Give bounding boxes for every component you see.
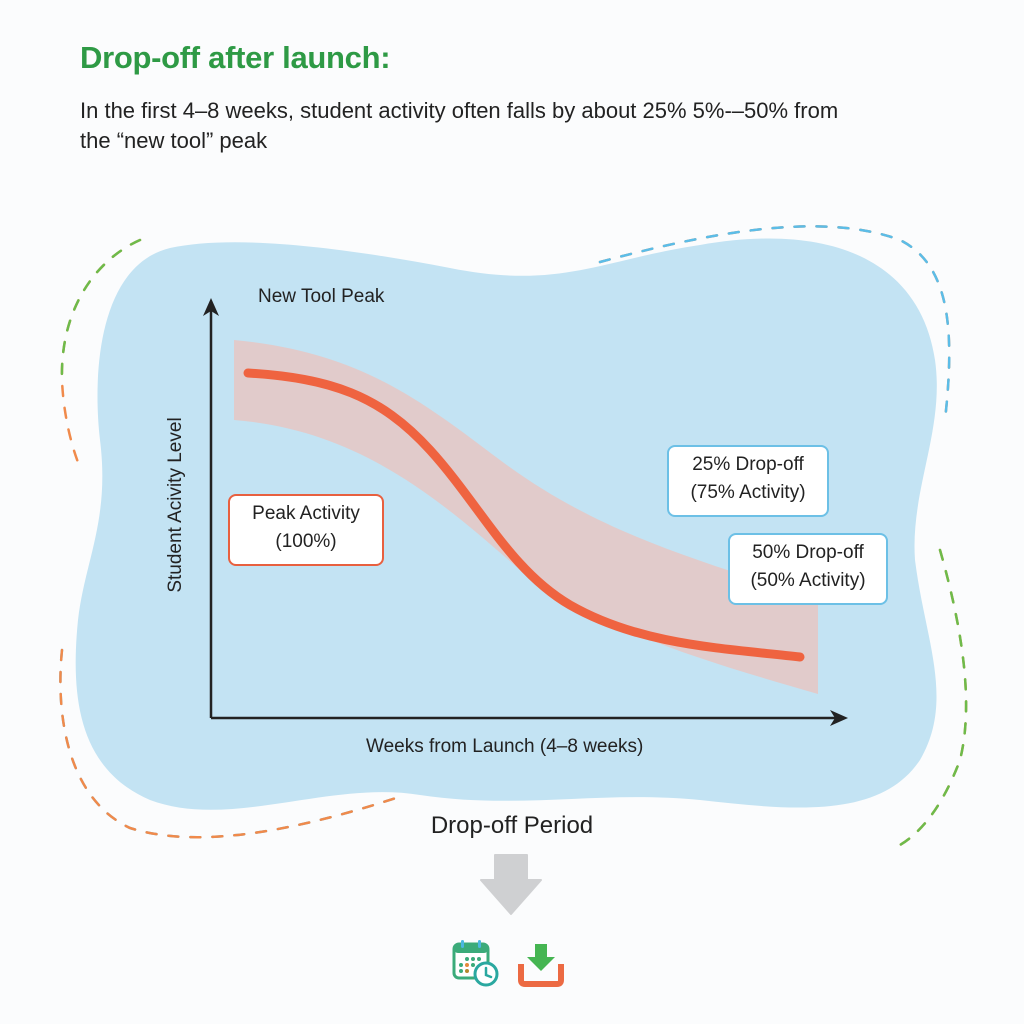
activity-curve (243, 368, 805, 662)
callout-25-drop: 25% Drop-off (75% Activity) (667, 445, 829, 517)
y-axis-arrow-icon (203, 298, 219, 316)
callout-25-value: (75% Activity) (690, 482, 806, 503)
y-axis-label: Student Acivity Level (165, 417, 186, 593)
callout-50-value: (50% Activity) (750, 570, 866, 591)
download-tray-icon (518, 944, 564, 987)
callout-25-title: 25% Drop-off (692, 454, 804, 475)
drop-off-period-label: Drop-off Period (430, 812, 594, 839)
callout-50-drop: 50% Drop-off (50% Activity) (728, 533, 888, 605)
callout-peak-title: Peak Activity (252, 503, 360, 524)
x-axis-arrow-icon (830, 710, 848, 726)
page-title: Drop-off after launch: (80, 40, 391, 75)
peak-label: New Tool Peak (258, 286, 385, 307)
page-subtitle: In the first 4–8 weeks, student activity… (80, 98, 839, 153)
callout-peak: Peak Activity (100%) (228, 494, 384, 566)
dashed-outline (59, 225, 968, 847)
calendar-clock-icon (452, 940, 499, 987)
callout-50-title: 50% Drop-off (752, 542, 864, 563)
range-band (234, 340, 818, 694)
x-axis-label: Weeks from Launch (4–8 weeks) (366, 736, 644, 757)
down-arrow-icon (480, 854, 542, 915)
axes (209, 306, 838, 720)
callout-peak-value: (100%) (275, 531, 337, 552)
